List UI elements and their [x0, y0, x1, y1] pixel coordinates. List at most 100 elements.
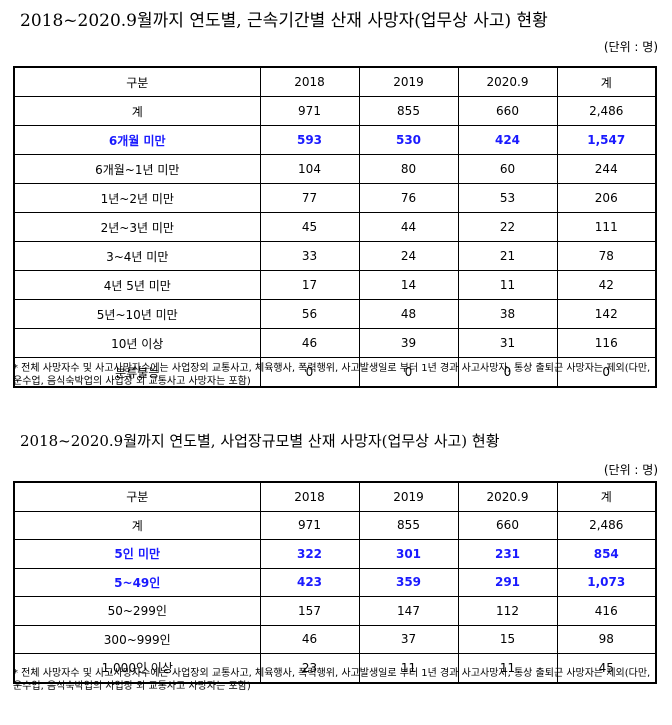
value-cell: 22: [457, 212, 558, 242]
column-header: 구분: [13, 481, 261, 512]
row-label-cell: 6개월 미만: [13, 125, 261, 155]
table-row: 6개월~1년 미만 104 80 60 244: [13, 154, 657, 184]
table-row: 3~4년 미만 33 24 21 78: [13, 241, 657, 271]
row-label-cell: 분류불능: [13, 357, 261, 388]
table-row: 50~299인 157 147 112 416: [13, 596, 657, 626]
column-header: 2018: [259, 66, 360, 97]
value-cell: 44: [358, 212, 459, 242]
size-fatalities-table: 구분 2018 2019 2020.9 계 계 971 855 660 2,486 5인 미만 322…: [13, 481, 657, 684]
value-cell: 24: [358, 241, 459, 271]
tenure-fatalities-table: 구분 2018 2019 2020.9 계 계 971 855 660 2,486 6개월 미만 59…: [13, 66, 657, 388]
row-label-cell: 1,000인 이상: [13, 653, 261, 683]
column-header: 2019: [358, 66, 459, 97]
row-label-cell: 5년~10년 미만: [13, 299, 261, 329]
row-label-cell: 6개월~1년 미만: [13, 154, 261, 184]
value-cell: 33: [259, 241, 360, 271]
value-cell: 53: [457, 183, 558, 213]
value-cell: 45: [556, 653, 657, 683]
value-cell: 2,486: [556, 510, 657, 540]
value-cell: 37: [358, 624, 459, 654]
column-header: 구분: [13, 66, 261, 97]
row-label-cell: 2년~3년 미만: [13, 212, 261, 242]
value-cell: 60: [457, 154, 558, 184]
value-cell: 116: [556, 328, 657, 358]
column-header: 2020.9: [457, 66, 558, 97]
value-cell: 104: [259, 154, 360, 184]
value-cell: 530: [358, 125, 459, 155]
row-label-cell: 50~299인: [13, 596, 261, 626]
value-cell: 971: [259, 96, 360, 126]
value-cell: 31: [457, 328, 558, 358]
value-cell: 45: [259, 212, 360, 242]
table1-header-row: 구분 2018 2019 2020.9 계: [13, 66, 657, 97]
table-row: 5~49인 423 359 291 1,073: [13, 567, 657, 597]
table-row: 10년 이상 46 39 31 116: [13, 328, 657, 358]
column-header: 2019: [358, 481, 459, 512]
column-header: 2020.9: [457, 481, 558, 512]
row-label-cell: 10년 이상: [13, 328, 261, 358]
value-cell: 157: [259, 596, 360, 626]
value-cell: 142: [556, 299, 657, 329]
table2-header-row: 구분 2018 2019 2020.9 계: [13, 481, 657, 512]
value-cell: 0: [259, 357, 360, 388]
value-cell: 111: [556, 212, 657, 242]
row-label-cell: 5인 미만: [13, 539, 261, 569]
value-cell: 854: [556, 539, 657, 569]
value-cell: 17: [259, 270, 360, 300]
table-row: 2년~3년 미만 45 44 22 111: [13, 212, 657, 242]
value-cell: 244: [556, 154, 657, 184]
value-cell: 423: [259, 567, 360, 597]
table-row: 5인 미만 322 301 231 854: [13, 539, 657, 569]
row-label-cell: 300~999인: [13, 624, 261, 654]
row-label-cell: 계: [13, 96, 261, 126]
table1-title: 2018~2020.9월까지 연도별, 근속기간별 산재 사망자(업무상 사고)…: [20, 11, 548, 31]
row-label-cell: 3~4년 미만: [13, 241, 261, 271]
value-cell: 147: [358, 596, 459, 626]
value-cell: 424: [457, 125, 558, 155]
value-cell: 0: [457, 357, 558, 388]
value-cell: 112: [457, 596, 558, 626]
value-cell: 98: [556, 624, 657, 654]
table2-title: 2018~2020.9월까지 연도별, 사업장규모별 산재 사망자(업무상 사고…: [20, 432, 500, 450]
value-cell: 301: [358, 539, 459, 569]
table-row: 5년~10년 미만 56 48 38 142: [13, 299, 657, 329]
column-header: 2018: [259, 481, 360, 512]
table-row: 1,000인 이상 23 11 11 45: [13, 653, 657, 683]
value-cell: 42: [556, 270, 657, 300]
value-cell: 291: [457, 567, 558, 597]
table-row: 계 971 855 660 2,486: [13, 510, 657, 540]
value-cell: 15: [457, 624, 558, 654]
value-cell: 11: [457, 270, 558, 300]
table1-unit-label: (단위 : 명): [603, 40, 658, 54]
value-cell: 23: [259, 653, 360, 683]
value-cell: 56: [259, 299, 360, 329]
value-cell: 2,486: [556, 96, 657, 126]
table-row: 1년~2년 미만 77 76 53 206: [13, 183, 657, 213]
value-cell: 76: [358, 183, 459, 213]
value-cell: 971: [259, 510, 360, 540]
table2-footnote: * 전체 사망자수 및 사고사망자수에는 사업장외 교통사고, 체육행사, 폭력…: [13, 668, 651, 692]
row-label-cell: 1년~2년 미만: [13, 183, 261, 213]
table2-unit-label: (단위 : 명): [603, 463, 658, 477]
value-cell: 77: [259, 183, 360, 213]
value-cell: 0: [556, 357, 657, 388]
value-cell: 322: [259, 539, 360, 569]
value-cell: 14: [358, 270, 459, 300]
value-cell: 21: [457, 241, 558, 271]
table-row: 계 971 855 660 2,486: [13, 96, 657, 126]
value-cell: 39: [358, 328, 459, 358]
value-cell: 660: [457, 510, 558, 540]
value-cell: 593: [259, 125, 360, 155]
value-cell: 855: [358, 96, 459, 126]
value-cell: 855: [358, 510, 459, 540]
table-row: 4년 5년 미만 17 14 11 42: [13, 270, 657, 300]
table1-footnote: * 전체 사망자수 및 사고사망자수에는 사업장외 교통사고, 체육행사, 폭력…: [13, 363, 651, 387]
row-label-cell: 4년 5년 미만: [13, 270, 261, 300]
value-cell: 11: [457, 653, 558, 683]
value-cell: 11: [358, 653, 459, 683]
value-cell: 38: [457, 299, 558, 329]
value-cell: 416: [556, 596, 657, 626]
column-header: 계: [556, 66, 657, 97]
row-label-cell: 계: [13, 510, 261, 540]
table-row: 300~999인 46 37 15 98: [13, 624, 657, 654]
